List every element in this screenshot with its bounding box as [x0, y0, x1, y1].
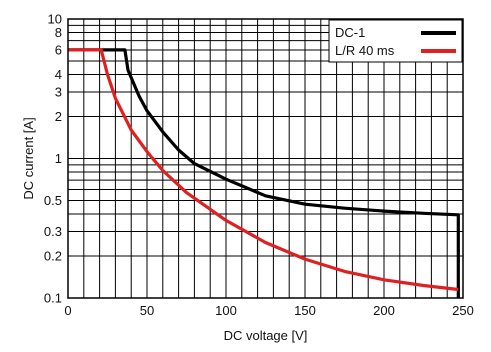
x-tick-label: 50: [140, 303, 154, 318]
y-tick-label: 0.3: [44, 224, 62, 239]
y-tick-label: 3: [55, 84, 62, 99]
y-tick-label: 4: [55, 67, 62, 82]
y-tick-label: 1: [55, 151, 62, 166]
y-tick-label: 8: [55, 25, 62, 40]
series-lines: [68, 48, 460, 298]
series-line-0: [68, 48, 460, 298]
series-line-1: [68, 48, 459, 292]
y-tick-label: 6: [55, 42, 62, 57]
legend-label-lr-40ms: L/R 40 ms: [335, 43, 395, 58]
plot-frame: [67, 18, 464, 299]
y-tick-label: 2: [55, 109, 62, 124]
y-axis-label: DC current [A]: [21, 117, 36, 199]
x-tick-label: 250: [452, 303, 474, 318]
x-tick-label: 200: [373, 303, 395, 318]
x-tick-label: 150: [294, 303, 316, 318]
legend: DC-1 L/R 40 ms: [328, 19, 463, 63]
y-tick-label: 10: [48, 12, 62, 27]
legend-box: [328, 19, 463, 63]
x-tick-labels: 0 50 100 150 200 250: [64, 303, 473, 318]
y-tick-label: 0.2: [44, 249, 62, 264]
legend-label-dc-1: DC-1: [335, 25, 365, 40]
y-tick-labels: 0.1 0.2 0.3 0.5 1 2 3 4 6 810: [44, 12, 62, 306]
y-tick-label: 0.1: [44, 291, 62, 306]
x-axis-label: DC voltage [V]: [224, 328, 308, 343]
x-tick-label: 100: [215, 303, 237, 318]
y-tick-label: 0.5: [44, 193, 62, 208]
x-tick-label: 0: [64, 303, 71, 318]
